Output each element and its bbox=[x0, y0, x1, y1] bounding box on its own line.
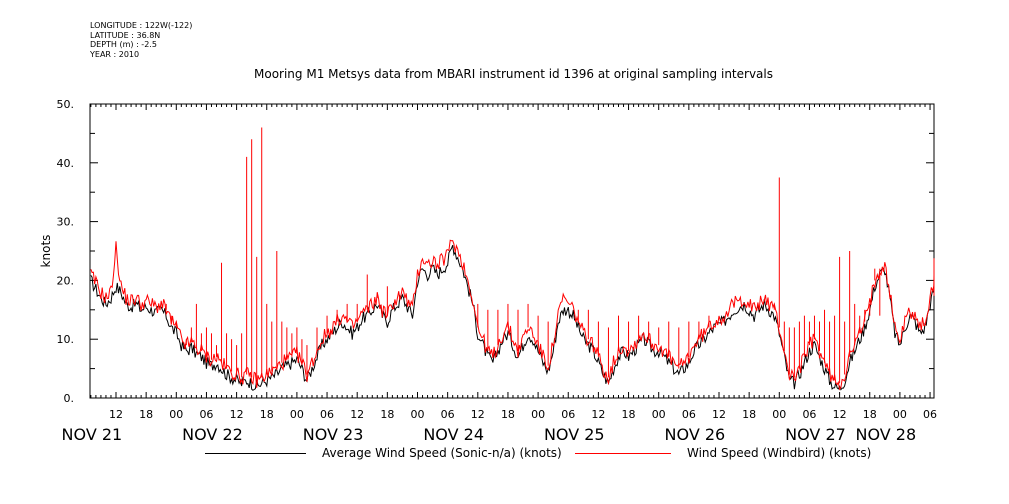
x-hour-tick-label: 12 bbox=[471, 408, 485, 421]
y-tick-label: 50. bbox=[57, 98, 75, 111]
chart-title: Mooring M1 Metsys data from MBARI instru… bbox=[254, 67, 773, 81]
x-hour-tick-label: 12 bbox=[833, 408, 847, 421]
x-day-label: NOV 22 bbox=[182, 425, 243, 444]
x-day-label: NOV 24 bbox=[423, 425, 484, 444]
average-wind-speed-series bbox=[90, 245, 935, 391]
x-day-label: NOV 28 bbox=[855, 425, 916, 444]
y-tick-label: 10. bbox=[57, 333, 75, 346]
latitude-label: LATITUDE : 36.8N bbox=[90, 30, 161, 40]
x-hour-tick-label: 00 bbox=[290, 408, 304, 421]
x-hour-tick-label: 12 bbox=[591, 408, 605, 421]
x-hour-tick-label: 12 bbox=[350, 408, 364, 421]
x-hour-tick-label: 18 bbox=[260, 408, 274, 421]
x-hour-tick-label: 12 bbox=[712, 408, 726, 421]
x-day-label: NOV 21 bbox=[62, 425, 123, 444]
y-tick-label: 20. bbox=[57, 274, 75, 287]
y-tick-label: 40. bbox=[57, 157, 75, 170]
x-hour-tick-label: 12 bbox=[230, 408, 244, 421]
x-hour-tick-label: 00 bbox=[772, 408, 786, 421]
y-tick-label: 30. bbox=[57, 216, 75, 229]
x-hour-tick-label: 06 bbox=[802, 408, 816, 421]
legend-red-line bbox=[575, 453, 671, 454]
x-day-label: NOV 26 bbox=[665, 425, 726, 444]
depth-label: DEPTH (m) : -2.5 bbox=[90, 40, 157, 50]
legend-windbird-wind-speed: Wind Speed (Windbird) (knots) bbox=[575, 446, 871, 460]
x-hour-tick-label: 12 bbox=[109, 408, 123, 421]
x-hour-tick-label: 18 bbox=[501, 408, 515, 421]
x-hour-tick-label: 18 bbox=[380, 408, 394, 421]
x-hour-tick-label: 06 bbox=[320, 408, 334, 421]
legend-average-wind-speed-label: Average Wind Speed (Sonic-n/a) (knots) bbox=[322, 446, 562, 460]
average-wind-speed-line bbox=[90, 245, 935, 391]
longitude-label: LONGITUDE : 122W(-122) bbox=[90, 21, 193, 30]
windbird-wind-speed-line bbox=[90, 239, 935, 391]
axis-labels: 0. 10. 20. 30. 40. 50. knots 12 18 00 06 12 18 00 06 12… bbox=[39, 98, 937, 444]
x-hour-tick-label: 00 bbox=[652, 408, 666, 421]
x-day-label: NOV 25 bbox=[544, 425, 605, 444]
x-day-label: NOV 27 bbox=[785, 425, 846, 444]
x-hour-tick-label: 00 bbox=[411, 408, 425, 421]
x-hour-tick-label: 18 bbox=[742, 408, 756, 421]
x-hour-tick-label: 18 bbox=[863, 408, 877, 421]
y-axis-label: knots bbox=[39, 235, 53, 268]
plot-axes bbox=[89, 103, 935, 399]
x-hour-tick-label: 18 bbox=[139, 408, 153, 421]
x-hour-tick-label: 00 bbox=[169, 408, 183, 421]
mooring-metadata: LONGITUDE : 122W(-122) LATITUDE : 36.8N … bbox=[90, 21, 192, 59]
legend-average-wind-speed: Average Wind Speed (Sonic-n/a) (knots) bbox=[205, 446, 562, 460]
x-day-label: NOV 23 bbox=[303, 425, 364, 444]
x-hour-tick-label: 00 bbox=[893, 408, 907, 421]
x-hour-tick-label: 06 bbox=[199, 408, 213, 421]
x-hour-tick-label: 18 bbox=[622, 408, 636, 421]
year-label: YEAR : 2010 bbox=[90, 49, 140, 59]
windbird-wind-speed-series bbox=[90, 127, 935, 391]
x-hour-tick-label: 06 bbox=[923, 408, 937, 421]
legend-windbird-wind-speed-label: Wind Speed (Windbird) (knots) bbox=[687, 446, 872, 460]
x-hour-tick-label: 00 bbox=[531, 408, 545, 421]
y-tick-label: 0. bbox=[64, 392, 75, 405]
x-hour-tick-label: 06 bbox=[441, 408, 455, 421]
x-hour-tick-label: 06 bbox=[682, 408, 696, 421]
x-hour-tick-label: 06 bbox=[561, 408, 575, 421]
legend-black-line bbox=[205, 453, 306, 454]
